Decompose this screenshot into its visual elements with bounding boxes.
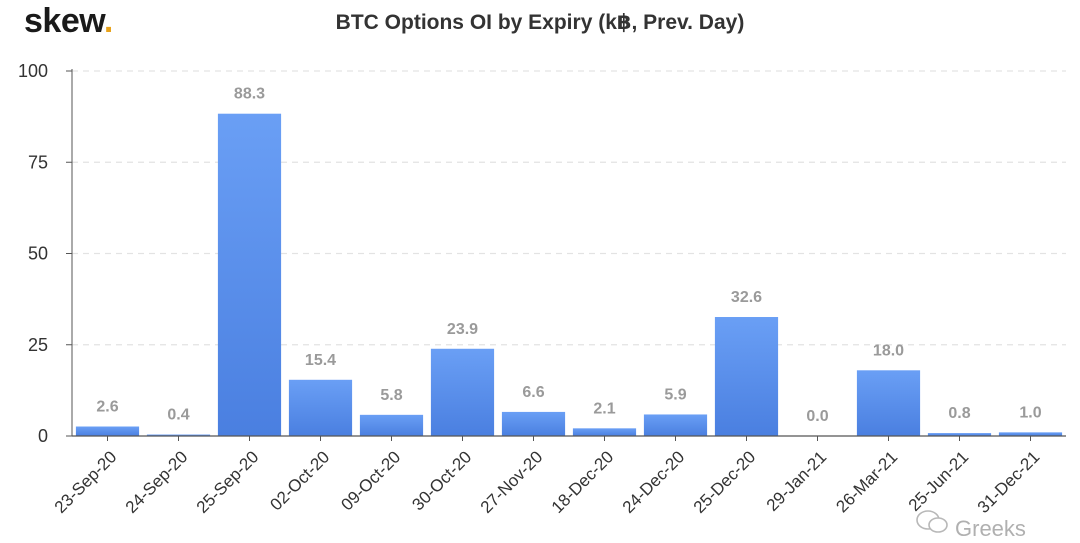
- bar: [75, 426, 140, 436]
- x-tick-label: 25-Dec-20: [690, 447, 760, 517]
- y-tick-label: 75: [28, 152, 48, 172]
- bar: [359, 414, 424, 436]
- data-label: 23.9: [447, 321, 478, 338]
- bars: [75, 113, 1063, 436]
- x-tick-label: 23-Sep-20: [51, 447, 121, 517]
- data-label: 0.8: [948, 405, 970, 422]
- data-label: 5.9: [664, 386, 686, 403]
- bar: [501, 411, 566, 436]
- watermark-text: Greeks: [955, 516, 1026, 541]
- data-label: 0.0: [806, 408, 828, 425]
- x-tick-label: 24-Dec-20: [619, 447, 689, 517]
- wechat-icon: [916, 510, 948, 533]
- x-tick-label: 18-Dec-20: [548, 447, 618, 517]
- x-tick-label: 02-Oct-20: [266, 447, 333, 514]
- x-tick-label: 26-Mar-21: [832, 447, 901, 516]
- bar: [288, 379, 353, 436]
- data-label: 2.6: [96, 399, 118, 416]
- y-tick-label: 0: [38, 426, 48, 446]
- bar: [572, 428, 637, 436]
- y-tick-label: 25: [28, 335, 48, 355]
- x-tick-label: 25-Jun-21: [905, 447, 973, 515]
- bar: [430, 348, 495, 436]
- bar: [927, 433, 992, 436]
- data-label: 5.8: [380, 387, 402, 404]
- y-tick-label: 100: [18, 61, 48, 81]
- x-tick-label: 25-Sep-20: [193, 447, 263, 517]
- watermark: Greeks: [916, 510, 1026, 541]
- data-label: 32.6: [731, 289, 762, 306]
- data-label: 2.1: [593, 400, 615, 417]
- logo-dot: .: [103, 2, 113, 40]
- data-label: 88.3: [234, 86, 265, 103]
- skew-logo: skew.: [24, 2, 113, 41]
- data-label: 1.0: [1019, 404, 1041, 421]
- logo-text: skew: [24, 2, 104, 40]
- bar: [146, 434, 211, 436]
- bar: [998, 432, 1063, 436]
- x-tick-label: 24-Sep-20: [122, 447, 192, 517]
- y-tick-label: 50: [28, 244, 48, 264]
- chart-title: BTC Options OI by Expiry (k฿, Prev. Day): [335, 11, 745, 34]
- bar: [714, 317, 779, 436]
- x-tick-label: 09-Oct-20: [337, 447, 404, 514]
- x-tick-label: 30-Oct-20: [408, 447, 475, 514]
- data-label: 6.6: [522, 384, 544, 401]
- bar: [643, 414, 708, 436]
- data-labels: 2.6 0.4 88.3 15.4 5.8 23.9 6.6 2.1 5.9 32.6 0.0 18.…: [96, 86, 1041, 425]
- x-tick-label: 29-Jan-21: [763, 447, 831, 515]
- bar: [217, 113, 282, 436]
- x-axis: 23-Sep-20 24-Sep-20 25-Sep-20 02-Oct-20 09-O…: [51, 435, 1066, 517]
- x-tick-label: 31-Dec-21: [974, 447, 1044, 517]
- data-label: 18.0: [873, 342, 904, 359]
- x-tick-label: 27-Nov-20: [477, 447, 547, 517]
- data-label: 0.4: [167, 407, 189, 424]
- data-label: 15.4: [305, 352, 336, 369]
- y-axis: 0 25 50 75 100: [18, 61, 73, 446]
- bar: [856, 370, 921, 436]
